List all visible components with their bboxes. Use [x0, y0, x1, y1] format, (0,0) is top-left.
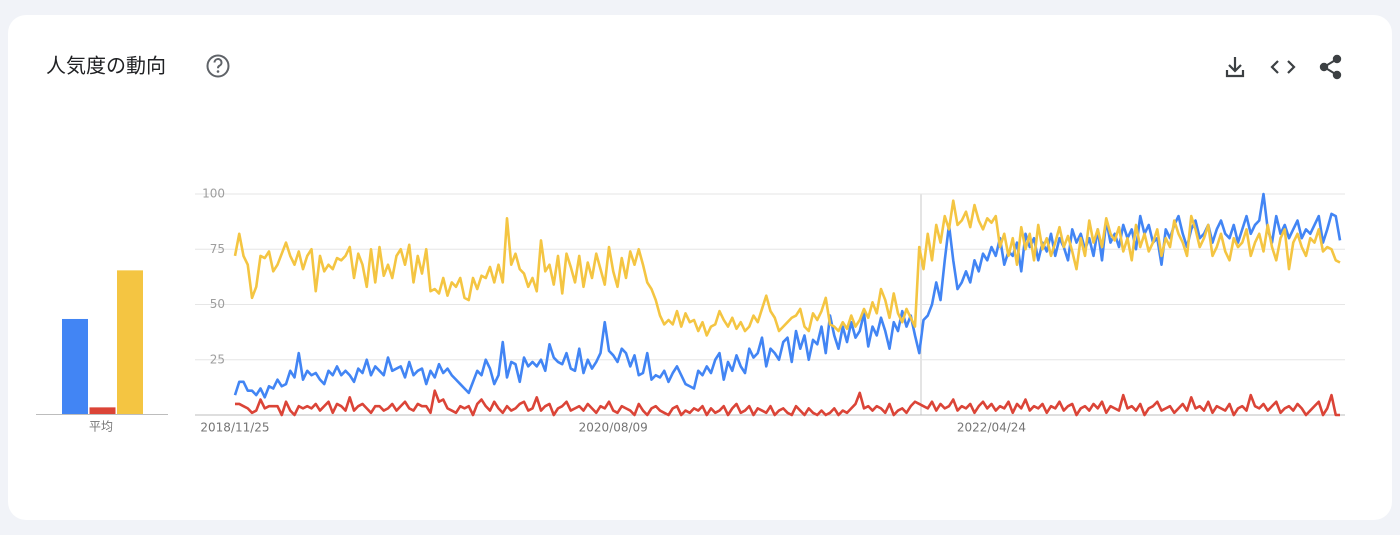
trend-line: [233, 199, 1341, 337]
card-title: 人気度の動向: [46, 54, 166, 78]
bar-category-label: 平均: [89, 420, 113, 434]
y-tick-label: 75: [210, 242, 225, 256]
card: [8, 15, 1392, 520]
average-bar: [62, 318, 88, 414]
share-icon[interactable]: [1319, 54, 1342, 80]
help-icon[interactable]: [206, 54, 230, 78]
y-tick-label: 25: [210, 352, 225, 366]
trend-line: [235, 389, 1340, 417]
y-tick-label: 100: [202, 187, 225, 201]
y-tick-label: 50: [210, 297, 225, 311]
x-tick-label: 2022/04/24: [957, 421, 1026, 435]
x-tick-label: 2018/11/25: [200, 421, 269, 435]
download-icon[interactable]: [1225, 57, 1245, 78]
trend-line: [233, 192, 1342, 399]
average-bar: [117, 270, 143, 414]
embed-icon[interactable]: [1270, 60, 1296, 74]
average-bar: [89, 407, 116, 414]
x-tick-label: 2020/08/09: [579, 421, 648, 435]
